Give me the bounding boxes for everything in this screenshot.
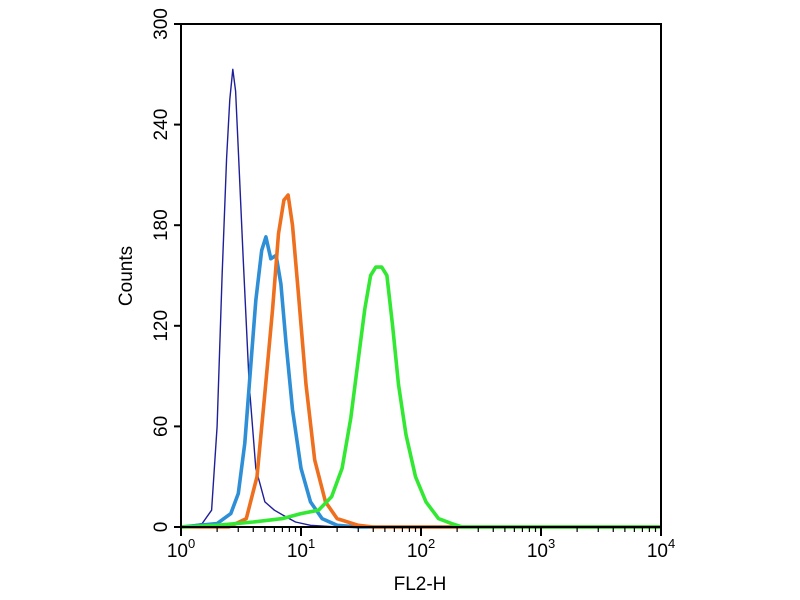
y-tick-label: 180 <box>151 209 172 241</box>
x-tick-exponent: 4 <box>668 536 675 551</box>
x-tick-label: 103 <box>527 536 555 562</box>
x-tick-base: 10 <box>287 541 308 562</box>
y-tick-label: 300 <box>151 8 172 40</box>
histogram-series-4 <box>180 265 661 529</box>
y-tick-label: 0 <box>151 522 172 533</box>
x-tick-exponent: 2 <box>428 536 435 551</box>
x-tick-label: 102 <box>407 536 435 562</box>
y-tick-label: 60 <box>151 416 172 437</box>
y-tick-label: 240 <box>151 109 172 141</box>
plot-frame <box>180 23 662 528</box>
histogram-series-1 <box>180 68 661 528</box>
x-tick-exponent: 0 <box>188 536 195 551</box>
x-axis-title: FL2-H <box>394 574 447 595</box>
x-tick-exponent: 1 <box>308 536 315 551</box>
x-tick-label: 100 <box>167 536 195 562</box>
histogram-series-3 <box>181 193 661 529</box>
x-tick-base: 10 <box>647 541 668 562</box>
x-tick-base: 10 <box>167 541 188 562</box>
series-layer <box>180 68 661 529</box>
y-axis-title: Counts <box>116 246 137 306</box>
x-tick-base: 10 <box>527 541 548 562</box>
x-tick-base: 10 <box>407 541 428 562</box>
histogram-series-2 <box>180 235 661 529</box>
x-tick-label: 104 <box>647 536 675 562</box>
x-tick-label: 101 <box>287 536 315 562</box>
x-tick-exponent: 3 <box>548 536 555 551</box>
y-tick-label: 120 <box>151 310 172 342</box>
